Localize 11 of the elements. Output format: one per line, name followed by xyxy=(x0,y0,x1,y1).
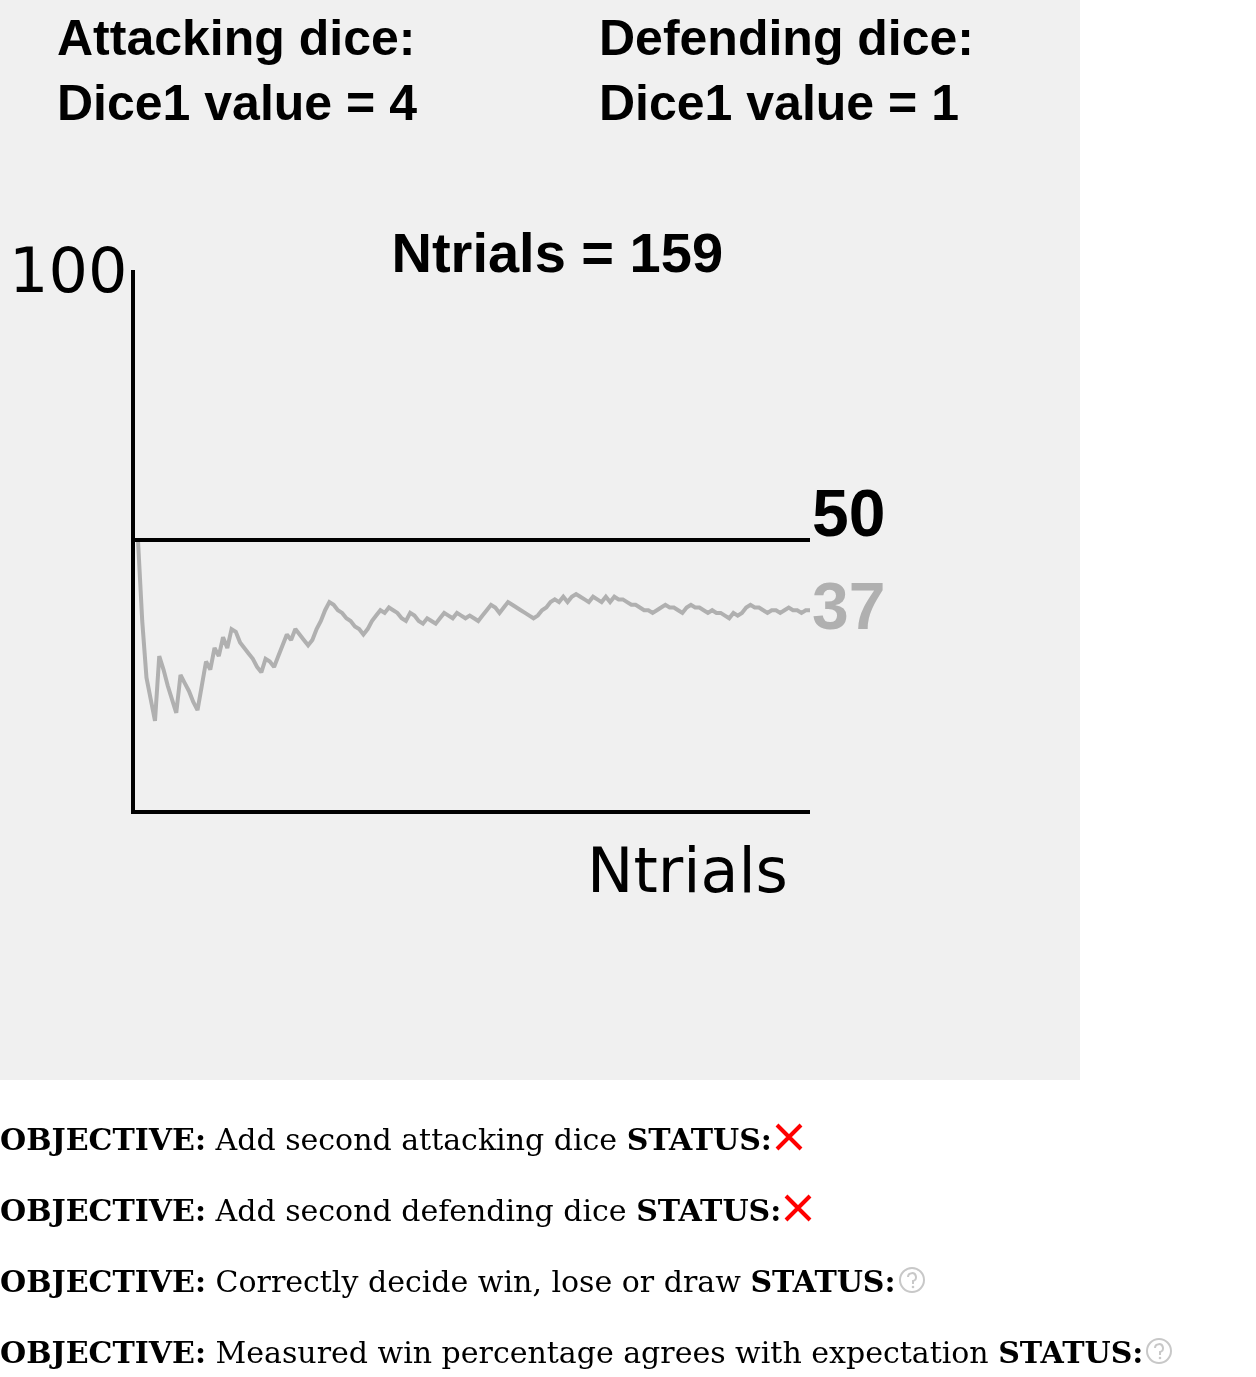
text: OBJECTIVE: Measured win percentage agrees with expectation STATUS: xyxy=(0,1335,1144,1370)
text: Attacking dice: Dice1 value = 4 xyxy=(57,10,418,131)
chart-title: Ntrials = 159 xyxy=(391,220,724,284)
text: 50 xyxy=(812,476,886,550)
x-axis-title: Ntrials xyxy=(587,834,788,907)
text: OBJECTIVE: Correctly decide win, lose or draw STATUS: xyxy=(0,1264,896,1299)
text: 37 xyxy=(812,569,886,643)
text: Defending dice: Dice1 value = 1 xyxy=(599,10,975,131)
text: OBJECTIVE: Add second attacking dice STATUS: xyxy=(0,1122,772,1157)
text: 100 xyxy=(9,234,128,307)
text: OBJECTIVE: Add second defending dice STATUS: xyxy=(0,1193,782,1228)
